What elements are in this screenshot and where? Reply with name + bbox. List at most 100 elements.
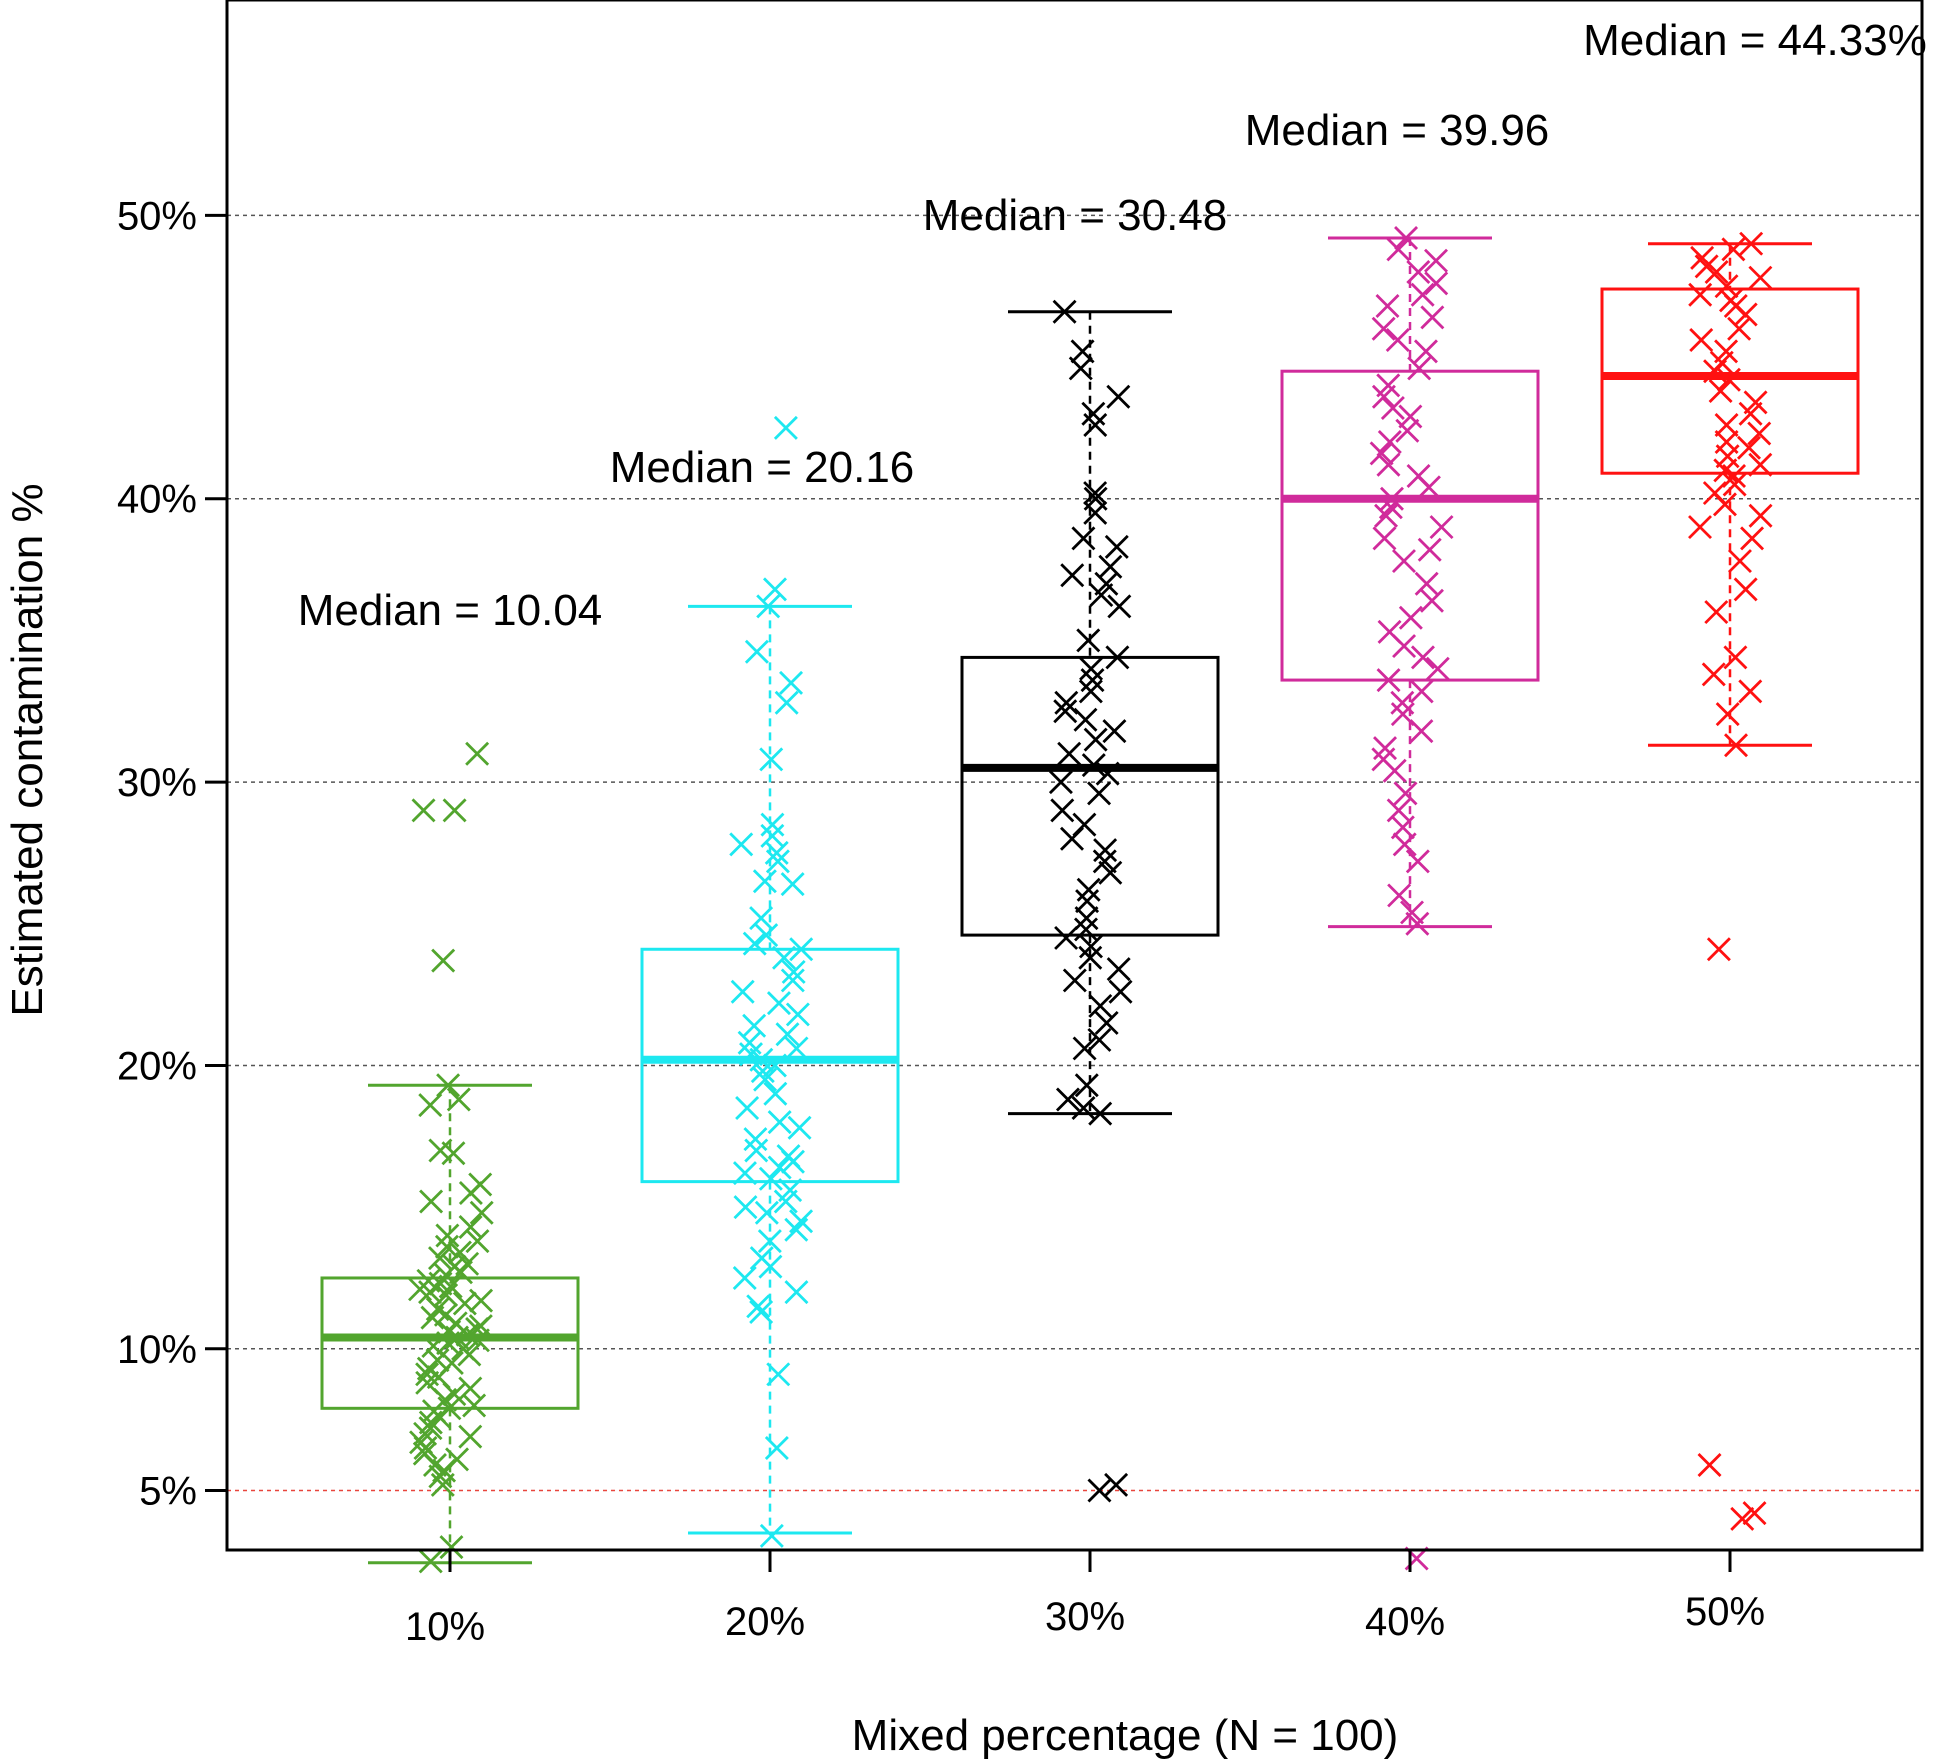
point-30%-27 (1081, 753, 1106, 778)
point-30%-22 (1053, 699, 1078, 724)
plot-frame (225, 0, 1924, 1552)
point-50%-20 (1714, 413, 1739, 438)
y-tick-label-20%: 20% (117, 1044, 197, 1088)
point-20%-9 (729, 832, 754, 857)
point-30%-20 (1078, 679, 1103, 704)
point-10%-63 (413, 1436, 438, 1460)
point-20%-57 (766, 1362, 791, 1387)
point-50%-30 (1712, 492, 1737, 517)
point-30%-56 (1087, 1478, 1112, 1503)
point-20%-14 (749, 906, 774, 931)
point-30%-23 (1073, 707, 1098, 732)
point-50%-36 (1704, 600, 1729, 625)
x-tick-label-30%: 30% (1045, 1595, 1125, 1639)
point-40%-49 (1387, 883, 1412, 908)
point-40%-6 (1375, 294, 1400, 319)
data-points-group (408, 226, 1773, 1574)
point-20%-26 (737, 1030, 762, 1055)
point-20%-56 (749, 1299, 774, 1324)
point-40%-24 (1374, 503, 1399, 528)
point-30%-46 (1108, 979, 1133, 1004)
point-30%-41 (1054, 925, 1079, 950)
point-40%-11 (1407, 356, 1432, 381)
point-10%-12 (469, 1200, 494, 1225)
point-40%-8 (1371, 316, 1396, 341)
point-10%-8 (441, 1141, 466, 1166)
point-30%-51 (1074, 1073, 1099, 1098)
point-20%-34 (735, 1095, 760, 1120)
point-10%-29 (469, 1288, 494, 1313)
point-40%-18 (1369, 441, 1394, 466)
point-50%-17 (1708, 379, 1733, 404)
point-30%-15 (1107, 594, 1132, 619)
point-20%-3 (744, 639, 769, 664)
point-10%-21 (448, 1260, 473, 1285)
point-50%-40 (1715, 702, 1740, 727)
point-20%-11 (765, 849, 790, 874)
median-label-20%: Median = 20.16 (610, 443, 915, 492)
point-10%-6 (418, 1093, 443, 1118)
point-50%-23 (1737, 435, 1761, 460)
point-40%-25 (1429, 515, 1454, 540)
point-30%-6 (1083, 481, 1108, 506)
point-20%-46 (733, 1195, 758, 1220)
point-50%-42 (1706, 937, 1731, 962)
point-20%-42 (732, 1161, 757, 1186)
point-20%-50 (757, 1229, 782, 1254)
point-50%-43 (1697, 1453, 1722, 1477)
point-40%-3 (1406, 260, 1431, 285)
point-30%-16 (1076, 628, 1101, 653)
y-tick-label-5%: 5% (139, 1469, 197, 1513)
point-30%-0 (1052, 299, 1077, 324)
point-40%-2 (1424, 248, 1448, 273)
point-10%-2 (442, 798, 467, 823)
point-10%-41 (436, 1331, 461, 1356)
point-20%-35 (767, 1110, 792, 1135)
point-30%-2 (1068, 356, 1093, 381)
point-40%-48 (1405, 849, 1430, 874)
points-40% (1369, 226, 1454, 1571)
point-20%-5 (774, 690, 799, 715)
point-50%-0 (1739, 231, 1764, 256)
iqr-box-40% (1280, 369, 1540, 682)
point-40%-50 (1400, 900, 1424, 925)
point-10%-0 (465, 741, 490, 766)
point-50%-15 (1703, 359, 1728, 384)
point-30%-24 (1102, 719, 1127, 744)
point-10%-5 (446, 1087, 471, 1112)
point-30%-21 (1054, 690, 1079, 715)
point-30%-10 (1104, 534, 1129, 559)
point-20%-31 (750, 1059, 775, 1084)
point-30%-9 (1071, 526, 1096, 551)
point-20%-41 (767, 1155, 792, 1180)
point-40%-31 (1398, 605, 1423, 630)
point-50%-44 (1742, 1501, 1767, 1526)
point-20%-18 (772, 945, 797, 970)
x-tick-label-20%: 20% (725, 1600, 805, 1644)
point-30%-5 (1083, 413, 1108, 438)
point-10%-68 (428, 1464, 453, 1489)
point-30%-44 (1106, 957, 1131, 982)
point-20%-0 (773, 415, 798, 440)
point-30%-33 (1060, 826, 1084, 851)
point-50%-37 (1723, 645, 1748, 670)
point-10%-54 (462, 1393, 487, 1418)
point-10%-4 (436, 1073, 461, 1098)
point-20%-59 (759, 1523, 784, 1548)
point-20%-16 (742, 931, 767, 956)
x-axis: 10% 20% 30% 40% 50% (405, 1550, 1765, 1649)
point-40%-28 (1391, 549, 1416, 574)
points-10% (408, 741, 494, 1574)
point-10%-11 (419, 1189, 444, 1214)
point-40%-45 (1386, 798, 1411, 823)
y-axis: 5% 10% 20% 30% 40% 50% (117, 194, 227, 1513)
point-40%-30 (1419, 588, 1444, 613)
y-axis-title: Estimated contamination % (3, 483, 52, 1016)
point-30%-37 (1076, 877, 1101, 902)
point-30%-29 (1048, 770, 1073, 795)
gridlines (227, 214, 1922, 1350)
point-20%-38 (744, 1138, 769, 1163)
point-10%-3 (431, 948, 456, 973)
point-50%-4 (1704, 260, 1729, 285)
point-30%-25 (1083, 727, 1108, 752)
